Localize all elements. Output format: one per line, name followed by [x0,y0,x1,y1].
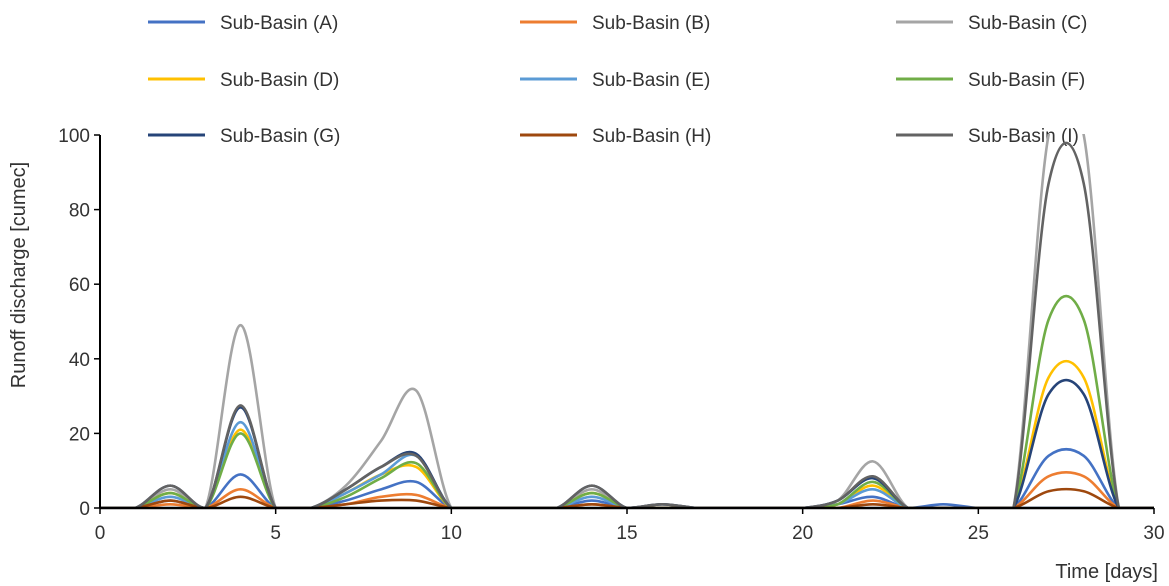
legend-item: Sub-Basin (H) [520,126,711,147]
legend-item: Sub-Basin (C) [896,13,1087,34]
legend-label: Sub-Basin (G) [220,126,340,147]
legend-item: Sub-Basin (F) [896,70,1085,91]
legend-label: Sub-Basin (I) [968,126,1079,147]
y-tick-label: 40 [69,350,90,371]
y-tick-label: 80 [69,201,90,222]
legend-item: Sub-Basin (E) [520,70,710,91]
series-line-2 [100,134,1154,508]
x-tick-label: 5 [270,523,281,544]
legend-label: Sub-Basin (C) [968,13,1087,34]
x-tick-label: 10 [441,523,462,544]
x-axis-title: Time [days] [1055,561,1158,583]
legend-label: Sub-Basin (A) [220,13,338,34]
legend-label: Sub-Basin (B) [592,13,710,34]
x-tick-label: 0 [95,523,106,544]
y-tick-label: 60 [69,275,90,296]
x-tick-label: 30 [1143,523,1164,544]
legend-label: Sub-Basin (F) [968,70,1085,91]
x-tick-label: 20 [792,523,813,544]
legend-label: Sub-Basin (H) [592,126,711,147]
series-layer [100,134,1154,508]
legend: Sub-Basin (A) Sub-Basin (B) Sub-Basin (C) S… [148,13,1087,147]
legend-item: Sub-Basin (D) [148,70,339,91]
legend-label: Sub-Basin (D) [220,70,339,91]
legend-item: Sub-Basin (B) [520,13,710,34]
y-tick-label: 0 [79,499,90,520]
legend-item: Sub-Basin (I) [896,126,1079,147]
x-tick-label: 15 [616,523,637,544]
x-tick-label: 25 [968,523,989,544]
y-axis-title: Runoff discharge [cumec] [8,162,30,388]
ticks: 0 20 40 60 80 100 0 5 10 15 20 25 30 [58,126,1164,544]
legend-item: Sub-Basin (G) [148,126,340,147]
legend-label: Sub-Basin (E) [592,70,710,91]
series-line-3 [100,359,1154,508]
legend-item: Sub-Basin (A) [148,13,338,34]
series-line-8 [100,141,1154,508]
y-tick-label: 20 [69,424,90,445]
y-tick-label: 100 [58,126,90,147]
